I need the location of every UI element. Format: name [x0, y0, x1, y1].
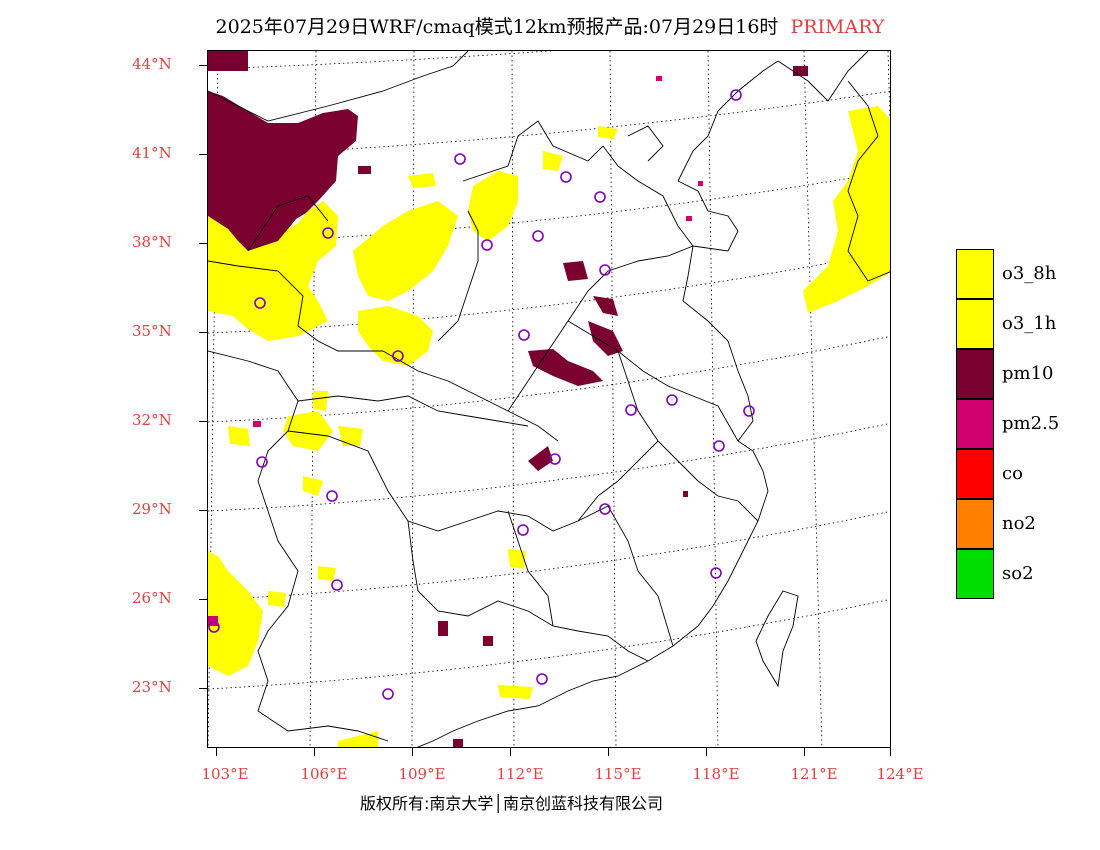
- lat-label-23: 23°N: [132, 678, 172, 696]
- station-marker: [518, 329, 530, 341]
- legend-swatch: [956, 349, 994, 399]
- legend-item-o3-1h: o3_1h: [956, 299, 1100, 349]
- station-marker: [517, 524, 529, 536]
- legend-item-o3-8h: o3_8h: [956, 249, 1100, 299]
- legend-item-pm10: pm10: [956, 349, 1100, 399]
- legend-swatch: [956, 549, 994, 599]
- lon-tick: [314, 748, 315, 756]
- lon-label-109: 109°E: [398, 765, 446, 783]
- lon-label-118: 118°E: [692, 765, 740, 783]
- lon-label-121: 121°E: [790, 765, 838, 783]
- map-area[interactable]: [207, 50, 891, 748]
- station-marker: [392, 350, 404, 362]
- station-marker: [625, 404, 637, 416]
- lat-label-26: 26°N: [132, 589, 172, 607]
- legend-item-no2: no2: [956, 499, 1100, 549]
- legend-item-pm25: pm2.5: [956, 399, 1100, 449]
- station-marker: [481, 239, 493, 251]
- station-marker: [382, 688, 394, 700]
- lat-tick: [199, 154, 207, 155]
- map-canvas: [208, 51, 890, 747]
- station-marker: [730, 89, 742, 101]
- station-marker: [743, 405, 755, 417]
- lat-label-32: 32°N: [132, 411, 172, 429]
- legend-label: so2: [1002, 563, 1034, 584]
- lon-tick: [216, 748, 217, 756]
- pm25-specks: [208, 76, 703, 626]
- lat-label-41: 41°N: [132, 144, 172, 162]
- lon-label-115: 115°E: [594, 765, 642, 783]
- station-marker: [208, 621, 220, 633]
- legend-swatch: [956, 299, 994, 349]
- lat-tick: [199, 65, 207, 66]
- lat-label-35: 35°N: [132, 322, 172, 340]
- lat-label-29: 29°N: [132, 500, 172, 518]
- primary-tag: PRIMARY: [790, 16, 885, 38]
- station-marker: [256, 456, 268, 468]
- legend-swatch: [956, 449, 994, 499]
- station-marker: [532, 230, 544, 242]
- title-text: 2025年07月29日WRF/cmaq模式12km预报产品:07月29日16时: [215, 16, 779, 38]
- legend-item-so2: so2: [956, 549, 1100, 599]
- lon-label-124: 124°E: [876, 765, 924, 783]
- station-marker: [560, 171, 572, 183]
- station-marker: [254, 297, 266, 309]
- copyright-text: 版权所有:南京大学│南京创蓝科技有限公司: [360, 794, 664, 813]
- legend-label: co: [1002, 463, 1023, 484]
- graticule: [208, 51, 890, 747]
- station-marker: [454, 153, 466, 165]
- lat-tick: [199, 243, 207, 244]
- pm10-region-nw: [208, 91, 358, 251]
- legend: o3_8h o3_1h pm10 pm2.5 co no2 so2: [956, 249, 1100, 599]
- station-marker: [326, 490, 338, 502]
- lon-label-106: 106°E: [300, 765, 348, 783]
- station-markers: [208, 89, 755, 700]
- pm10-region-top: [208, 51, 248, 71]
- legend-label: pm10: [1002, 363, 1054, 384]
- lat-tick: [199, 599, 207, 600]
- lon-tick: [510, 748, 511, 756]
- lon-tick: [412, 748, 413, 756]
- lat-tick: [199, 510, 207, 511]
- legend-swatch: [956, 249, 994, 299]
- legend-label: pm2.5: [1002, 413, 1060, 434]
- pm10-clusters: [358, 66, 808, 747]
- legend-item-co: co: [956, 449, 1100, 499]
- station-marker: [594, 191, 606, 203]
- lon-tick: [608, 748, 609, 756]
- legend-label: no2: [1002, 513, 1036, 534]
- station-marker: [710, 567, 722, 579]
- lat-label-38: 38°N: [132, 233, 172, 251]
- lat-tick: [199, 688, 207, 689]
- station-marker: [536, 673, 548, 685]
- lon-tick: [706, 748, 707, 756]
- boundaries: [208, 51, 890, 747]
- legend-label: o3_1h: [1002, 313, 1057, 334]
- o3-regions: [208, 106, 890, 747]
- map-title: 2025年07月29日WRF/cmaq模式12km预报产品:07月29日16时 P…: [0, 12, 1100, 39]
- lon-tick: [804, 748, 805, 756]
- lat-tick: [199, 332, 207, 333]
- lat-tick: [199, 421, 207, 422]
- station-marker: [666, 394, 678, 406]
- lon-label-103: 103°E: [201, 765, 249, 783]
- lon-label-112: 112°E: [496, 765, 544, 783]
- station-marker: [331, 579, 343, 591]
- station-marker: [599, 503, 611, 515]
- lat-label-44: 44°N: [132, 55, 172, 73]
- legend-swatch: [956, 499, 994, 549]
- station-marker: [713, 440, 725, 452]
- lon-tick: [890, 748, 891, 756]
- station-marker: [549, 453, 561, 465]
- legend-label: o3_8h: [1002, 263, 1057, 284]
- station-marker: [599, 264, 611, 276]
- legend-swatch: [956, 399, 994, 449]
- station-marker: [322, 227, 334, 239]
